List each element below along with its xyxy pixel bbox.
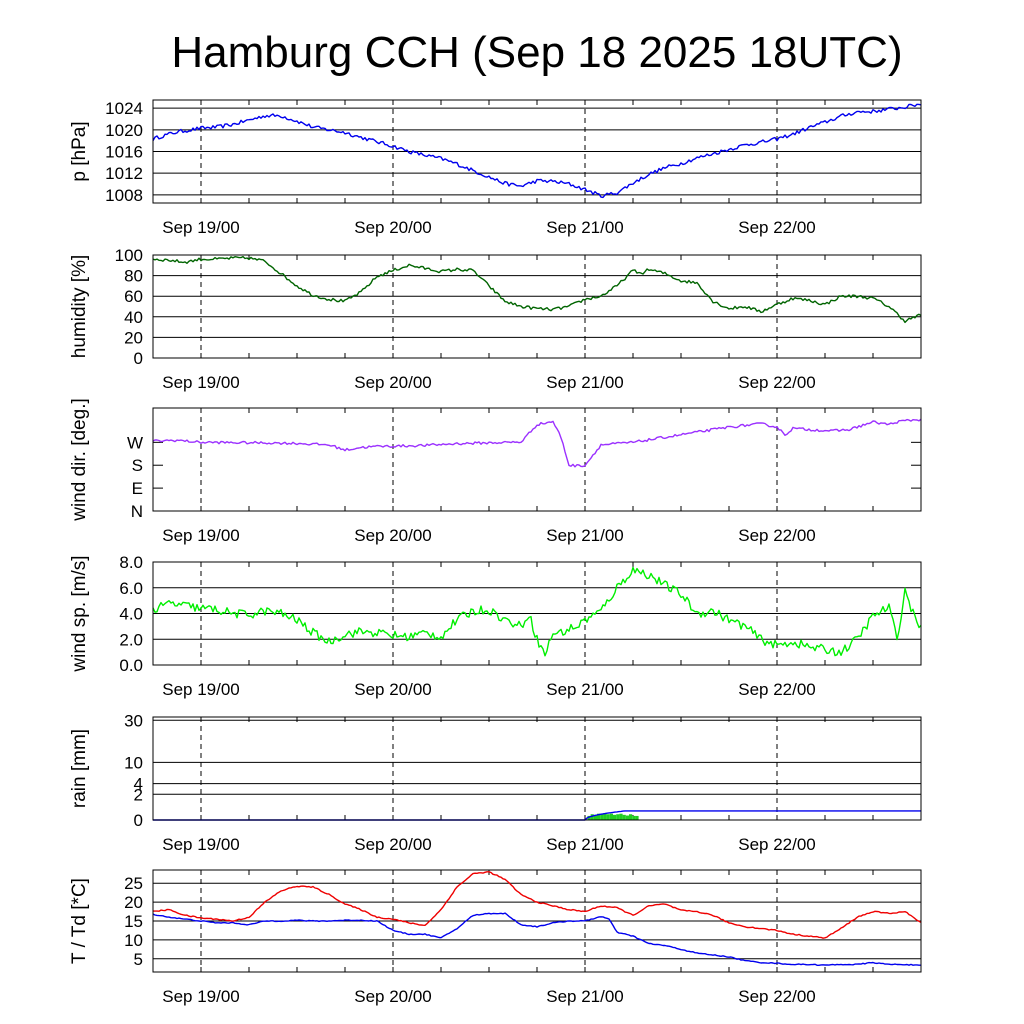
y-tick-label: 100 (115, 246, 143, 265)
series-line (152, 566, 922, 657)
panel-pressure: 1008 1012 1016 1020 1024 Sep 19/00 Sep 20/00 Se… (69, 99, 922, 237)
x-tick-label: Sep 19/00 (162, 218, 240, 237)
y-tick-label: 0 (134, 811, 143, 830)
y-axis-label: T / Td [*C] (69, 878, 90, 964)
x-tick-label: Sep 19/00 (162, 987, 240, 1006)
x-tick-label: Sep 19/00 (162, 835, 240, 854)
y-tick-label: 4 (134, 775, 143, 794)
x-tick-label: Sep 20/00 (354, 680, 432, 699)
rain-bar (593, 814, 597, 820)
y-tick-label: 40 (124, 308, 143, 327)
panel-frame (152, 561, 922, 666)
y-tick-label: 60 (124, 287, 143, 306)
rain-bar (622, 814, 626, 820)
x-tick-label: Sep 21/00 (546, 526, 624, 545)
panel-frame (152, 99, 922, 204)
y-tick-label: 1016 (105, 143, 143, 162)
y-tick-label: 0.0 (119, 656, 143, 675)
x-tick-label: Sep 21/00 (546, 373, 624, 392)
x-tick-label: Sep 20/00 (354, 373, 432, 392)
y-axis-label: p [hPa] (69, 121, 90, 181)
rain-bar (590, 814, 594, 820)
rain-bar (613, 814, 617, 820)
series-line (152, 255, 922, 324)
series-line (152, 418, 922, 468)
y-axis-label: wind sp. [m/s] (69, 555, 90, 672)
x-tick-label: Sep 19/00 (162, 526, 240, 545)
y-tick-label: 15 (124, 912, 143, 931)
x-tick-label: Sep 22/00 (738, 373, 816, 392)
y-tick-label: 4.0 (119, 605, 143, 624)
y-axis-label: wind dir. [deg.] (69, 398, 90, 522)
x-tick-label: Sep 21/00 (546, 987, 624, 1006)
y-tick-label: 6.0 (119, 579, 143, 598)
series-line-t (153, 871, 922, 939)
series-line-td (152, 912, 921, 966)
y-tick-label: 8.0 (119, 553, 143, 572)
rain-bar (619, 813, 623, 820)
y-axis-label: humidity [%] (69, 255, 90, 358)
y-tick-label: W (127, 433, 143, 452)
series-line (152, 103, 922, 199)
y-tick-label: 0 (134, 349, 143, 368)
y-tick-label: 30 (124, 711, 143, 730)
x-tick-label: Sep 19/00 (162, 373, 240, 392)
rain-bar (600, 814, 604, 820)
x-tick-label: Sep 20/00 (354, 835, 432, 854)
x-tick-label: Sep 22/00 (738, 835, 816, 854)
x-tick-label: Sep 19/00 (162, 680, 240, 699)
y-tick-label: S (132, 456, 143, 475)
y-tick-label: 1008 (105, 186, 143, 205)
x-tick-label: Sep 22/00 (738, 526, 816, 545)
panel-frame (152, 254, 922, 359)
rain-bar (597, 813, 601, 820)
y-tick-label: N (131, 502, 143, 521)
rain-bar (609, 813, 613, 820)
y-tick-label: 25 (124, 874, 143, 893)
chart-title: Hamburg CCH (Sep 18 2025 18UTC) (171, 28, 902, 77)
rain-bar (629, 814, 633, 820)
y-tick-label: 2.0 (119, 630, 143, 649)
panel-rain: 0 24 10 30 Sep 19/00 Sep 20/00 Sep 21/00 Sep 22… (69, 711, 922, 854)
panel-frame (152, 716, 922, 821)
y-tick-label: 1012 (105, 164, 143, 183)
x-tick-label: Sep 20/00 (354, 526, 432, 545)
y-tick-label: 5 (134, 950, 143, 969)
y-tick-label: E (132, 479, 143, 498)
rain-bar (606, 814, 610, 820)
y-axis-label: rain [mm] (69, 729, 90, 808)
y-tick-label: 20 (124, 893, 143, 912)
y-tick-label: 10 (124, 931, 143, 950)
x-tick-label: Sep 22/00 (738, 680, 816, 699)
y-tick-label: 80 (124, 267, 143, 286)
x-tick-label: Sep 22/00 (738, 987, 816, 1006)
y-tick-label: 2 (134, 785, 143, 804)
rain-bar (635, 815, 639, 820)
y-tick-label: 20 (124, 328, 143, 347)
rain-bar (603, 812, 607, 820)
panel-frame (152, 407, 922, 512)
rain-bar (625, 815, 629, 820)
x-tick-label: Sep 20/00 (354, 987, 432, 1006)
rain-bar (632, 815, 636, 820)
rain-bar (587, 815, 591, 820)
y-tick-label: 1024 (105, 99, 143, 118)
y-tick-label: 10 (124, 753, 143, 772)
x-tick-label: Sep 21/00 (546, 680, 624, 699)
panel-wind-speed: 0.0 2.0 4.0 6.0 8.0 Sep 19/00 Sep 20/00 Sep 21/… (69, 553, 922, 699)
x-tick-label: Sep 22/00 (738, 218, 816, 237)
panel-frame (152, 869, 922, 973)
x-tick-label: Sep 20/00 (354, 218, 432, 237)
x-tick-label: Sep 21/00 (546, 835, 624, 854)
y-tick-label: 1020 (105, 121, 143, 140)
rain-bar (616, 814, 620, 820)
x-tick-label: Sep 21/00 (546, 218, 624, 237)
